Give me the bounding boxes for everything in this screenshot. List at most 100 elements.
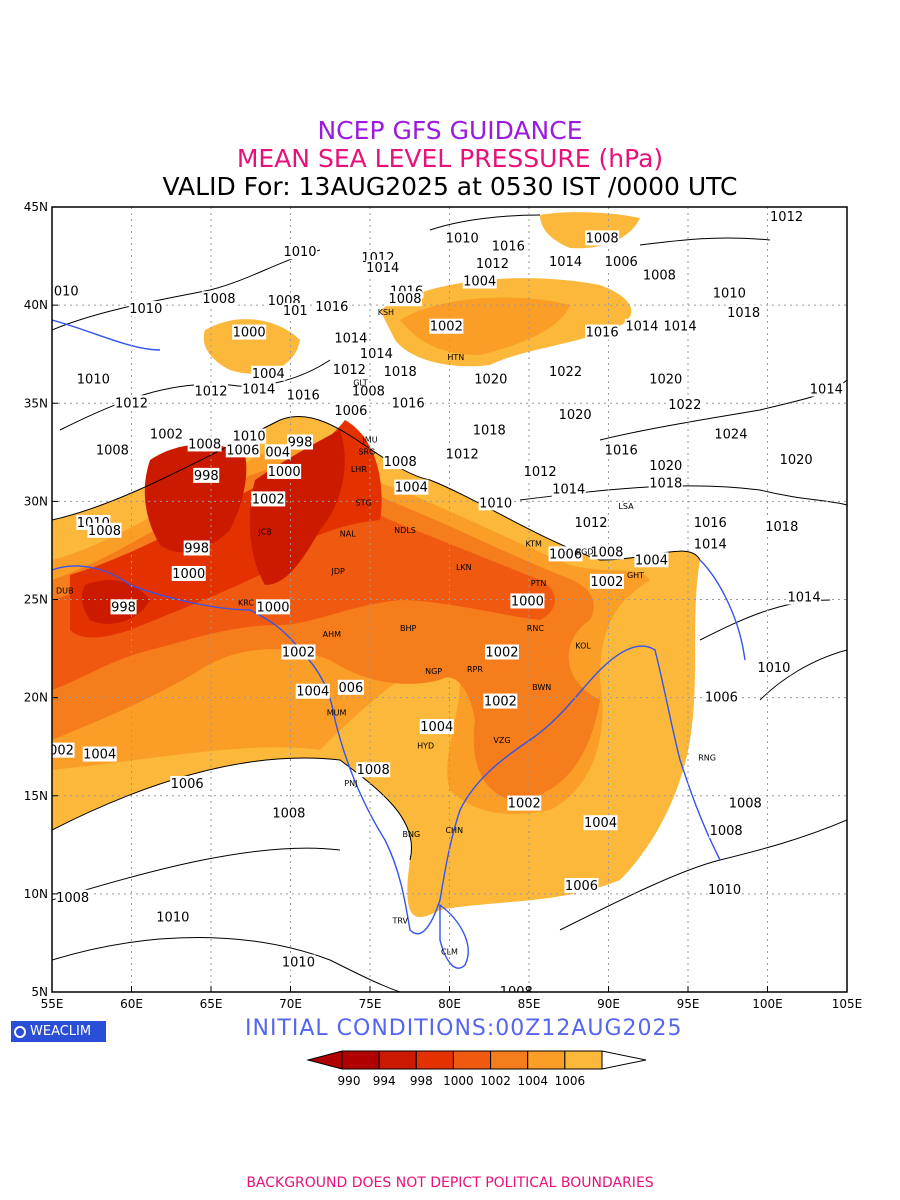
y-axis-ticks: 45N 40N 35N 30N 25N 20N 15N 10N 5N [24, 200, 58, 999]
svg-text:1016: 1016 [586, 326, 619, 341]
station-label: NGP [425, 667, 442, 676]
svg-text:002: 002 [49, 744, 74, 759]
svg-text:1004: 1004 [83, 748, 116, 763]
contour-label: 1020 [648, 371, 683, 388]
svg-text:1004: 1004 [296, 685, 329, 700]
legend-tick-label: 990 [338, 1074, 361, 1088]
contour-label: 1022 [548, 363, 583, 380]
contour-label: 002 [49, 742, 75, 759]
contour-label: 1010 [128, 301, 163, 317]
station-label: AHM [323, 630, 341, 639]
contour-label: 1014 [809, 381, 844, 398]
svg-text:1020: 1020 [559, 408, 592, 423]
contour-label: 1012 [445, 446, 480, 462]
svg-text:1000: 1000 [233, 326, 266, 341]
logo-text: WEACLIM [30, 1024, 92, 1039]
station-label: BNG [403, 830, 421, 839]
contour-label: 1010 [445, 230, 480, 246]
contour-label: 010 [53, 283, 80, 299]
svg-text:1008: 1008 [384, 455, 417, 470]
svg-text:1010: 1010 [708, 883, 741, 898]
svg-text:1010: 1010 [129, 302, 162, 317]
contour-label: 1008 [499, 984, 534, 992]
contour-label: 1002 [484, 644, 519, 660]
contour-label: 1012 [475, 255, 510, 272]
station-label: CLM [441, 948, 458, 957]
y-tick-label: 10N [24, 887, 48, 901]
contour-label: 1006 [333, 403, 368, 419]
svg-text:1010: 1010 [479, 496, 512, 511]
contour-label: 1004 [419, 719, 454, 735]
contour-label: 1018 [726, 304, 761, 321]
station-label: BGD [576, 547, 594, 556]
contour-label: 1008 [271, 805, 306, 821]
svg-text:1008: 1008 [88, 524, 121, 539]
station-label: BHP [400, 624, 417, 633]
lat-lon-grid [52, 207, 847, 992]
svg-text:1000: 1000 [172, 567, 205, 582]
legend-tick-label: 1004 [517, 1074, 548, 1088]
station-label: CHN [445, 826, 463, 835]
svg-text:1016: 1016 [605, 443, 638, 458]
legend-swatch [564, 1050, 603, 1070]
contour-label: 1012 [114, 395, 149, 411]
contour-label: 1008 [87, 522, 122, 539]
title-line-2: MEAN SEA LEVEL PRESSURE (hPa) [236, 144, 664, 173]
svg-text:998: 998 [288, 436, 313, 451]
svg-text:1008: 1008 [352, 384, 385, 399]
svg-text:1002: 1002 [150, 428, 183, 443]
svg-text:1020: 1020 [474, 373, 507, 388]
svg-text:1008: 1008 [56, 891, 89, 906]
contour-label: 1016 [585, 324, 620, 341]
contour-label: 1016 [391, 395, 426, 411]
contour-label: 1002 [483, 693, 518, 710]
svg-text:1006: 1006 [171, 777, 204, 792]
contour-label: 1014 [693, 536, 728, 553]
contour-label: 1020 [648, 458, 683, 474]
x-tick-label: 105E [832, 997, 863, 1011]
contour-label: 1002 [589, 573, 624, 590]
svg-text:1008: 1008 [188, 437, 221, 452]
fill-1006-nw [203, 319, 300, 374]
svg-text:1014: 1014 [694, 538, 727, 553]
contour-label: 1008 [387, 291, 422, 307]
contour-label: 1018 [764, 518, 799, 535]
contour-label: 1012 [523, 463, 558, 480]
svg-text:1008: 1008 [388, 292, 421, 307]
svg-text:1010: 1010 [283, 245, 316, 260]
svg-text:1002: 1002 [590, 575, 623, 590]
svg-text:1014: 1014 [549, 255, 582, 270]
station-label: TRV [391, 916, 408, 925]
station-label: JDP [331, 567, 346, 576]
contour-label: 1010 [76, 371, 111, 388]
station-label: LKN [456, 563, 472, 572]
fill-1004-north [400, 297, 570, 355]
svg-text:1020: 1020 [649, 373, 682, 388]
contour-label: 1010 [756, 660, 791, 676]
contour-label: 1014 [624, 318, 659, 335]
contour-label: 1002 [507, 795, 542, 812]
station-label: SRG [358, 447, 375, 456]
station-label: JMU [361, 436, 377, 445]
svg-text:1016: 1016 [315, 300, 348, 315]
svg-text:1018: 1018 [727, 306, 760, 321]
y-tick-label: 20N [24, 691, 48, 705]
contour-label: 1010 [155, 909, 190, 925]
contour-label: 1004 [583, 815, 618, 831]
svg-text:1014: 1014 [360, 347, 393, 362]
svg-text:101: 101 [283, 304, 308, 319]
contour-label: 1004 [251, 365, 286, 382]
contour-label: 1002 [281, 644, 316, 660]
svg-text:1002: 1002 [485, 645, 518, 660]
station-label: DUB [56, 587, 74, 596]
svg-text:1014: 1014 [366, 261, 399, 276]
legend-swatch [378, 1050, 417, 1070]
contour-label: 1012 [194, 383, 228, 399]
contour-label: 1014 [551, 481, 586, 498]
circle-icon [14, 1025, 26, 1038]
station-label: LSA [618, 502, 634, 511]
y-tick-label: 45N [24, 200, 48, 214]
x-tick-label: 90E [597, 997, 620, 1011]
contour-label: 1006 [548, 546, 583, 562]
svg-text:1022: 1022 [549, 365, 582, 380]
